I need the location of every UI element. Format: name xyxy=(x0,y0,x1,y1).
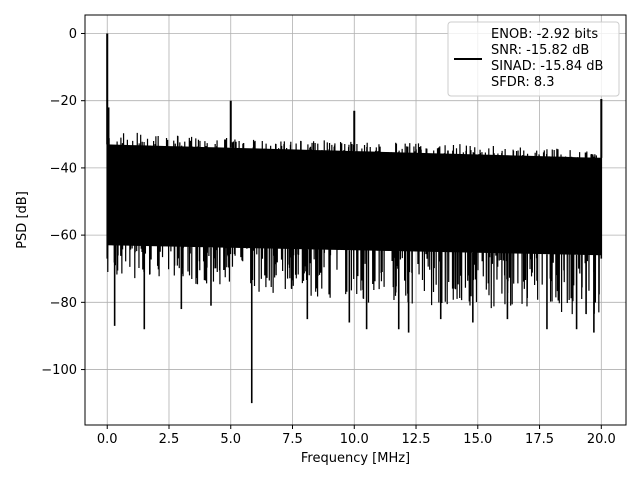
legend-entry-enob: ENOB: -2.92 bits xyxy=(491,27,598,42)
legend-entry-snr: SNR: -15.82 dB xyxy=(491,43,589,58)
y-tick-label: −60 xyxy=(50,229,77,244)
x-axis-label: Frequency [MHz] xyxy=(301,451,410,466)
y-tick-label: 0 xyxy=(69,27,77,42)
psd-noise-band xyxy=(107,144,602,256)
x-tick-label: 5.0 xyxy=(220,432,241,447)
y-axis-label: PSD [dB] xyxy=(15,191,30,249)
x-tick-label: 2.5 xyxy=(159,432,180,447)
x-tick-label: 10.0 xyxy=(340,432,369,447)
y-tick-label: −80 xyxy=(50,296,77,311)
x-tick-label: 17.5 xyxy=(525,432,554,447)
plot-area xyxy=(106,33,603,404)
y-tick-label: −20 xyxy=(50,94,77,109)
legend: ENOB: -2.92 bits SNR: -15.82 dB SINAD: -… xyxy=(447,21,620,97)
ticks: 0.0 2.5 5.0 7.5 10.0 12.5 15.0 17.5 20.0 0 −20 −40 −… xyxy=(41,27,615,447)
x-tick-label: 15.0 xyxy=(463,432,492,447)
x-tick-label: 7.5 xyxy=(282,432,303,447)
legend-box xyxy=(447,21,620,97)
x-tick-label: 20.0 xyxy=(587,432,616,447)
y-tick-label: −100 xyxy=(41,363,77,378)
legend-entry-sfdr: SFDR: 8.3 xyxy=(491,75,555,90)
axes-frame xyxy=(84,14,627,426)
legend-entry-sinad: SINAD: -15.84 dB xyxy=(491,59,603,74)
y-tick-label: −40 xyxy=(50,161,77,176)
x-tick-label: 0.0 xyxy=(97,432,118,447)
x-tick-label: 12.5 xyxy=(402,432,431,447)
